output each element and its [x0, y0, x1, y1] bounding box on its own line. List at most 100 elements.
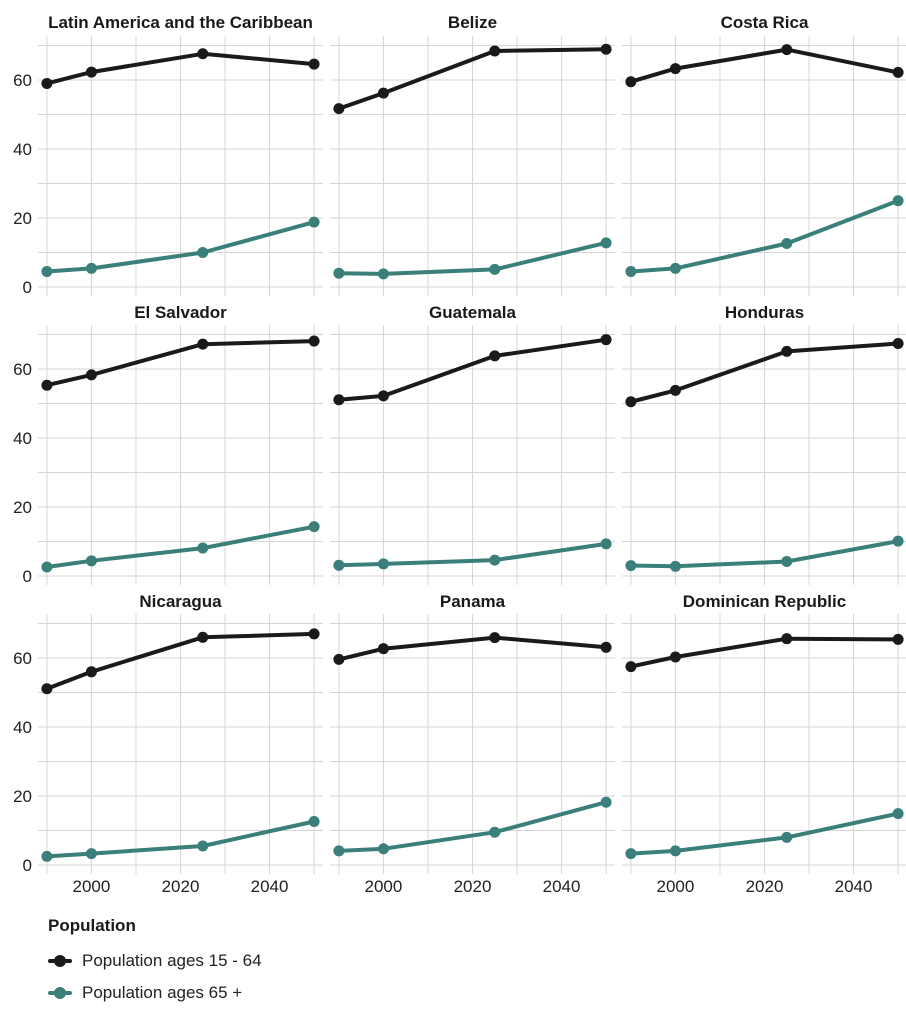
x-tick-label: 2040 — [835, 877, 873, 896]
data-point-ages-15-64 — [377, 643, 389, 655]
data-point-ages-15-64 — [41, 379, 53, 391]
series-line-ages-15-64 — [628, 341, 901, 404]
data-point-ages-65-plus — [781, 831, 793, 843]
x-tick-label: 2020 — [162, 877, 200, 896]
panel-title: Costa Rica — [721, 13, 809, 32]
series-line-ages-15-64 — [628, 636, 901, 669]
data-point-ages-15-64 — [85, 66, 97, 78]
series-line-ages-15-64 — [44, 631, 317, 691]
data-point-ages-65-plus — [489, 826, 501, 838]
data-point-ages-65-plus — [333, 267, 345, 279]
data-point-ages-15-64 — [781, 345, 793, 357]
data-point-ages-15-64 — [85, 666, 97, 678]
series-line-ages-65-plus — [628, 539, 901, 569]
series-line-ages-15-64 — [336, 47, 609, 111]
data-point-ages-65-plus — [333, 559, 345, 571]
legend-dot-ages-65-plus — [54, 987, 66, 999]
data-point-ages-65-plus — [377, 843, 389, 855]
panel-0: Latin America and the Caribbean 0 20 40 60 — [13, 13, 323, 297]
data-point-ages-65-plus — [600, 538, 612, 550]
y-tick-label: 40 — [13, 140, 32, 159]
data-point-ages-15-64 — [333, 394, 345, 406]
data-point-ages-15-64 — [625, 76, 637, 88]
series-line-ages-65-plus — [44, 819, 317, 859]
data-point-ages-15-64 — [197, 631, 209, 643]
legend-swatch-ages-15-64 — [48, 954, 72, 968]
y-tick-label: 0 — [23, 567, 32, 586]
data-point-ages-15-64 — [669, 384, 681, 396]
data-point-ages-15-64 — [377, 390, 389, 402]
series-line-ages-15-64 — [44, 51, 317, 86]
data-point-ages-15-64 — [600, 641, 612, 653]
y-tick-label: 40 — [13, 429, 32, 448]
data-point-ages-15-64 — [41, 683, 53, 695]
panel-title: Belize — [448, 13, 497, 32]
legend-label-ages-15-64: Population ages 15 - 64 — [82, 951, 262, 970]
data-point-ages-65-plus — [625, 848, 637, 860]
data-point-ages-65-plus — [489, 263, 501, 275]
data-point-ages-65-plus — [85, 555, 97, 567]
data-point-ages-65-plus — [41, 561, 53, 573]
data-point-ages-15-64 — [669, 651, 681, 663]
data-point-ages-15-64 — [377, 87, 389, 99]
panel-title: Panama — [440, 592, 506, 611]
y-tick-label: 0 — [23, 278, 32, 297]
panel-8: Dominican Republic 2000 2020 2040 — [622, 592, 906, 896]
data-point-ages-65-plus — [333, 845, 345, 857]
data-point-ages-65-plus — [781, 556, 793, 568]
y-tick-label: 20 — [13, 209, 32, 228]
legend-label-ages-65-plus: Population ages 65 + — [82, 983, 243, 1002]
series-line-ages-65-plus — [336, 240, 609, 276]
data-point-ages-65-plus — [197, 840, 209, 852]
data-point-ages-15-64 — [489, 632, 501, 644]
data-point-ages-65-plus — [197, 542, 209, 554]
panel-title: Guatemala — [429, 303, 516, 322]
y-tick-label: 20 — [13, 498, 32, 517]
data-point-ages-65-plus — [625, 265, 637, 277]
data-point-ages-15-64 — [600, 334, 612, 346]
series-line-ages-15-64 — [628, 47, 901, 84]
x-tick-label: 2020 — [454, 877, 492, 896]
x-tick-label: 2040 — [251, 877, 289, 896]
data-point-ages-15-64 — [85, 369, 97, 381]
data-point-ages-15-64 — [892, 337, 904, 349]
legend: Population Population ages 15 - 64 Popul… — [48, 916, 262, 1009]
series-line-ages-65-plus — [336, 800, 609, 853]
legend-item-ages-15-64: Population ages 15 - 64 — [48, 945, 262, 977]
y-tick-label: 0 — [23, 856, 32, 875]
data-point-ages-65-plus — [308, 816, 320, 828]
data-point-ages-15-64 — [892, 66, 904, 78]
panel-title: Nicaragua — [139, 592, 222, 611]
data-point-ages-65-plus — [669, 845, 681, 857]
data-point-ages-65-plus — [197, 247, 209, 258]
panel-5: Honduras — [622, 303, 906, 585]
data-point-ages-15-64 — [333, 103, 345, 115]
faceted-line-chart: Latin America and the Caribbean0204060Be… — [13, 13, 906, 896]
data-point-ages-15-64 — [489, 45, 501, 57]
series-line-ages-15-64 — [336, 337, 609, 402]
panel-7: Panama 2000 2020 2040 — [330, 592, 615, 896]
data-point-ages-65-plus — [377, 268, 389, 280]
series-line-ages-15-64 — [44, 339, 317, 388]
data-point-ages-15-64 — [625, 396, 637, 408]
series-line-ages-65-plus — [44, 524, 317, 569]
data-point-ages-65-plus — [85, 262, 97, 274]
panel-2: Costa Rica — [622, 13, 906, 296]
data-point-ages-65-plus — [308, 521, 320, 533]
data-point-ages-65-plus — [600, 796, 612, 808]
legend-item-ages-65-plus: Population ages 65 + — [48, 977, 262, 1009]
data-point-ages-65-plus — [892, 195, 904, 207]
data-point-ages-15-64 — [892, 633, 904, 645]
data-point-ages-65-plus — [41, 850, 53, 862]
x-tick-label: 2000 — [657, 877, 695, 896]
y-tick-label: 60 — [13, 649, 32, 668]
y-tick-label: 60 — [13, 360, 32, 379]
data-point-ages-15-64 — [308, 335, 320, 347]
data-point-ages-65-plus — [892, 808, 904, 820]
y-tick-label: 40 — [13, 718, 32, 737]
data-point-ages-65-plus — [377, 558, 389, 570]
legend-title: Population — [48, 916, 136, 935]
series-line-ages-65-plus — [336, 541, 609, 568]
legend-swatch-ages-65-plus — [48, 986, 72, 1000]
data-point-ages-65-plus — [669, 262, 681, 274]
